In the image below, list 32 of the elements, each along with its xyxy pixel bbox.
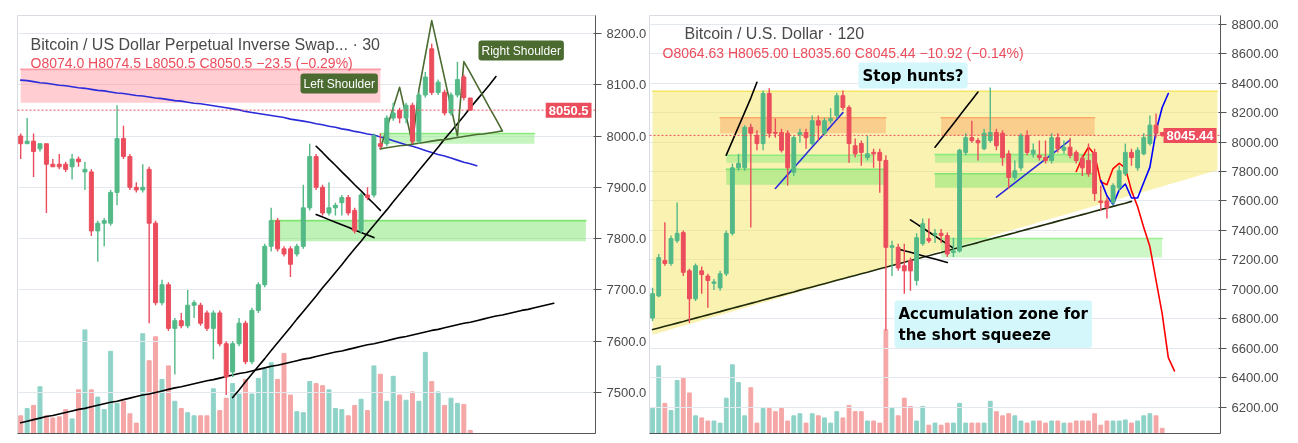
- y-tick-label: 7400.00: [1231, 222, 1279, 238]
- annotation: Right Shoulder: [481, 43, 561, 58]
- y-tick-label: 7800.0: [606, 231, 647, 247]
- text: Bitcoin / U.S. Dollar · 120: [684, 25, 865, 42]
- text: O8064.63 H8065.00 L8035.60 C8045.44 −10.92 (−0.14%): [662, 44, 1024, 61]
- annotation: Left Shoulder: [303, 76, 375, 91]
- y-tick-label: 8400.00: [1231, 75, 1279, 91]
- y-tick-label: 7500.0: [606, 384, 647, 400]
- y-tick-label: 7600.00: [1231, 193, 1279, 209]
- y-tick-label: 8100.0: [606, 77, 647, 93]
- y-tick-label: 7000.00: [1231, 281, 1279, 297]
- y-tick-label: 7800.00: [1231, 164, 1279, 180]
- annotation: Accumulation zone for the short squeeze: [898, 304, 1089, 345]
- text: O8074.0 H8074.5 L8050.5 C8050.5 −23.5 (−0.29%): [30, 54, 353, 71]
- y-tick-label: 6800.00: [1231, 311, 1279, 327]
- y-tick-label: 7900.0: [606, 179, 647, 195]
- y-tick-label: 8600.00: [1231, 46, 1279, 62]
- y-tick-label: 8000.00: [1231, 134, 1279, 150]
- annotation: Stop hunts?: [862, 66, 964, 85]
- y-tick-label: 8000.0: [606, 128, 647, 144]
- y-tick-label: 7700.0: [606, 282, 647, 298]
- ref-line-label: 8050.5: [548, 102, 589, 118]
- y-tick-label: 6400.00: [1231, 370, 1279, 386]
- y-tick-label: 7600.0: [606, 333, 647, 349]
- y-tick-label: 8800.00: [1231, 16, 1279, 32]
- y-tick-label: 8200.00: [1231, 105, 1279, 121]
- text: Bitcoin / US Dollar Perpetual Inverse Swap... · 30: [30, 36, 381, 53]
- ref-line-label: 8045.44: [1166, 127, 1215, 143]
- y-tick-label: 8200.0: [606, 25, 647, 41]
- y-tick-label: 7200.00: [1231, 252, 1279, 268]
- y-tick-label: 6200.00: [1231, 399, 1279, 415]
- y-tick-label: 6600.00: [1231, 340, 1279, 356]
